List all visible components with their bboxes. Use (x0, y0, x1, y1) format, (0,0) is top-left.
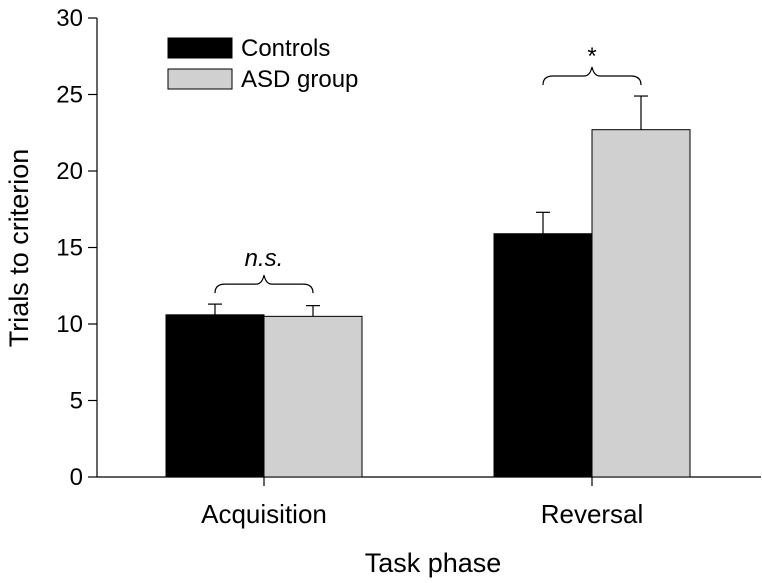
legend-swatch-asd-group (167, 68, 233, 90)
bar-controls-reversal (493, 233, 593, 478)
significance-annotations: n.s. * (214, 43, 642, 294)
legend-label-controls: Controls (241, 35, 330, 62)
x-axis-label: Task phase (365, 548, 502, 578)
y-tick-label: 0 (70, 464, 83, 491)
error-bars (208, 95, 648, 317)
category-label-acquisition: Acquisition (201, 499, 327, 529)
bar-controls-acquisition (165, 314, 265, 478)
significance-label-acquisition: n.s. (245, 245, 284, 272)
legend-swatch-controls (167, 37, 233, 59)
legend: Controls ASD group (167, 35, 358, 93)
significance-bracket-acquisition (214, 274, 314, 294)
bars (165, 129, 691, 478)
x-axis: Acquisition Reversal (97, 476, 761, 529)
bar-asd-group-reversal (591, 129, 691, 478)
significance-label-reversal: * (587, 43, 596, 70)
y-tick-label: 15 (56, 235, 83, 262)
y-tick-label: 30 (56, 5, 83, 32)
category-label-reversal: Reversal (541, 499, 644, 529)
y-tick-label: 25 (56, 82, 83, 109)
bar-asd-group-acquisition (263, 315, 363, 478)
y-axis: 0 5 10 15 20 25 30 (56, 5, 98, 491)
y-axis-label: Trials to criterion (4, 149, 34, 348)
significance-bracket-reversal (542, 66, 642, 86)
legend-label-asd-group: ASD group (241, 66, 358, 93)
y-tick-label: 20 (56, 158, 83, 185)
y-tick-label: 5 (70, 388, 83, 415)
y-tick-label: 10 (56, 311, 83, 338)
